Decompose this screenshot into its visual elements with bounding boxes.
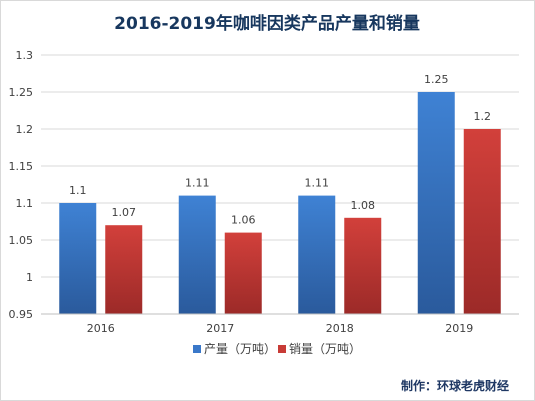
bar-production [178, 195, 216, 314]
x-tick-label: 2017 [206, 322, 234, 335]
legend-label: 产量（万吨） [204, 342, 276, 356]
data-label: 1.11 [305, 177, 330, 190]
y-axis-ticks: 0.95 1 1.05 1.1 1.15 1.2 1.25 1.3 [9, 49, 34, 321]
data-label: 1.11 [185, 177, 210, 190]
data-label: 1.08 [351, 199, 376, 212]
data-label: 1.25 [424, 73, 449, 86]
y-tick-label: 1.3 [16, 49, 34, 62]
x-tick-label: 2016 [87, 322, 115, 335]
data-label: 1.07 [112, 206, 137, 219]
bar-sales [463, 129, 501, 314]
y-tick-label: 1.25 [9, 86, 34, 99]
bar-production [417, 92, 455, 314]
data-label: 1.1 [69, 184, 87, 197]
bar-sales [105, 225, 143, 314]
data-label: 1.2 [474, 110, 492, 123]
bar-sales [344, 217, 382, 314]
legend-swatch [278, 345, 286, 353]
bar-sales [224, 232, 262, 314]
y-tick-label: 0.95 [9, 308, 34, 321]
y-tick-label: 1.15 [9, 160, 34, 173]
bars: 1.1 1.07 1.11 1.06 1.11 1.08 1.25 1.2 [59, 73, 501, 314]
y-tick-label: 1.1 [16, 197, 34, 210]
bar-production [298, 195, 336, 314]
x-tick-label: 2018 [326, 322, 354, 335]
chart-title: 2016-2019年咖啡因类产品产量和销量 [114, 13, 420, 34]
y-tick-label: 1.2 [16, 123, 34, 136]
y-tick-label: 1 [26, 271, 33, 284]
bar-production [59, 203, 97, 314]
data-label: 1.06 [231, 214, 256, 227]
y-tick-label: 1.05 [9, 234, 34, 247]
legend: 产量（万吨） 销量（万吨） [193, 342, 361, 356]
x-tick-label: 2019 [445, 322, 473, 335]
x-axis-ticks: 2016 2017 2018 2019 [41, 313, 519, 335]
legend-swatch [193, 345, 201, 353]
legend-label: 销量（万吨） [289, 342, 361, 356]
credit-text: 制作：环球老虎财经 [401, 378, 509, 393]
